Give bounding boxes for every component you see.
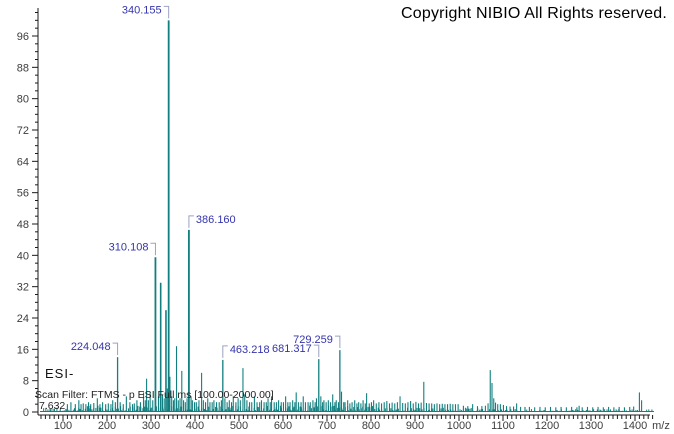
- x-tick-label: 800: [362, 420, 380, 432]
- peak-label-bracket: [334, 335, 341, 349]
- peak-label-bracket: [222, 345, 228, 358]
- x-tick-label: 900: [406, 420, 424, 432]
- x-tick-label: 1300: [579, 420, 603, 432]
- peak-label-bracket: [112, 342, 119, 356]
- peak-label: 463.218: [230, 344, 270, 356]
- x-tick-label: 600: [274, 420, 292, 432]
- x-tick-label: 1100: [491, 420, 515, 432]
- y-tick-label: 88: [17, 62, 29, 74]
- y-tick-label: 8: [23, 376, 29, 388]
- y-tick-label: 0: [23, 407, 29, 419]
- peak-label: 224.048: [71, 341, 111, 353]
- peak-label: 386.160: [196, 214, 236, 226]
- y-tick-label: 16: [17, 344, 29, 356]
- x-tick-label: 400: [186, 420, 204, 432]
- y-tick-label: 48: [17, 219, 29, 231]
- mz-axis-label: m/z: [652, 420, 670, 432]
- x-tick-label: 1200: [535, 420, 559, 432]
- peak-label: 729.259: [293, 334, 333, 346]
- y-tick-label: 32: [17, 282, 29, 294]
- y-tick-label: 56: [17, 188, 29, 200]
- peak-label: 340.155: [122, 4, 162, 16]
- x-tick-label: 200: [98, 420, 116, 432]
- y-tick-label: 64: [17, 156, 29, 168]
- y-tick-label: 72: [17, 125, 29, 137]
- x-tick-label: 700: [318, 420, 336, 432]
- copyright-text: Copyright NIBIO All Rights reserved.: [401, 5, 667, 22]
- peak-label-bracket: [163, 5, 170, 19]
- peak-label: 310.108: [109, 241, 149, 253]
- x-tick-label: 300: [142, 420, 160, 432]
- retention-time-label: 7.632: [39, 400, 66, 412]
- y-tick-label: 24: [17, 313, 29, 325]
- ionization-mode-label: ESI-: [45, 366, 75, 381]
- peak-label-bracket: [188, 215, 194, 228]
- x-tick-label: 100: [54, 420, 72, 432]
- x-tick-label: 1000: [447, 420, 471, 432]
- y-tick-label: 40: [17, 250, 29, 262]
- x-tick-label: 500: [230, 420, 248, 432]
- y-tick-label: 80: [17, 94, 29, 106]
- y-tick-label: 96: [17, 31, 29, 43]
- peak-label-bracket: [313, 344, 320, 358]
- peak-label: 681.317: [272, 343, 312, 355]
- peak-label-bracket: [150, 242, 156, 256]
- x-tick-label: 1400: [623, 420, 647, 432]
- scan-filter-label: Scan Filter: FTMS - p ESI Full ms [100.0…: [35, 389, 274, 401]
